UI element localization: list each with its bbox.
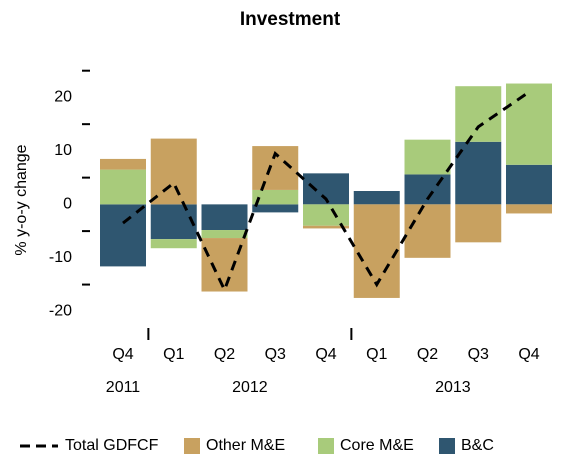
bar bbox=[404, 139, 451, 175]
line bbox=[122, 90, 530, 294]
x-tick-label: Q2 bbox=[417, 346, 438, 363]
x-tick-label: Q4 bbox=[315, 346, 336, 363]
y-axis-label: % y-o-y change bbox=[13, 144, 30, 255]
bar bbox=[506, 164, 552, 205]
bar bbox=[455, 204, 502, 243]
legend-swatch bbox=[184, 438, 200, 454]
bar bbox=[100, 158, 146, 170]
bar bbox=[252, 204, 299, 213]
x-tick-label: Q2 bbox=[214, 346, 235, 363]
bar bbox=[100, 204, 146, 267]
x-group-label: 2011 bbox=[106, 379, 141, 396]
bar bbox=[303, 204, 349, 226]
bar bbox=[455, 141, 502, 205]
chart-title: Investment bbox=[240, 9, 341, 30]
bar bbox=[150, 239, 197, 249]
bar bbox=[506, 204, 552, 214]
bar bbox=[404, 204, 451, 258]
bar bbox=[201, 230, 248, 239]
x-tick-label: Q3 bbox=[468, 346, 489, 363]
bar bbox=[303, 225, 349, 229]
x-tick-label: Q3 bbox=[265, 346, 286, 363]
y-tick-label: 10 bbox=[54, 142, 72, 159]
bar bbox=[100, 169, 146, 205]
x-tick-label: Q4 bbox=[112, 346, 133, 363]
bar bbox=[252, 189, 299, 205]
y-tick-label: 0 bbox=[63, 196, 72, 213]
x-group-label: 2012 bbox=[232, 379, 268, 396]
bar bbox=[353, 191, 400, 205]
legend-swatch bbox=[318, 438, 334, 454]
x-tick-label: Q1 bbox=[366, 346, 387, 363]
x-tick-label: Q4 bbox=[518, 346, 539, 363]
bar bbox=[150, 204, 197, 240]
bar bbox=[201, 204, 248, 231]
bar bbox=[506, 83, 552, 165]
y-tick-label: -10 bbox=[49, 249, 72, 266]
legend-label: B&C bbox=[461, 437, 494, 454]
x-tick-label: Q1 bbox=[163, 346, 184, 363]
legend-label: Total GDFCF bbox=[65, 437, 159, 454]
y-tick-label: 20 bbox=[54, 89, 72, 106]
bar bbox=[404, 174, 451, 205]
legend-swatch bbox=[439, 438, 455, 454]
legend-label: Other M&E bbox=[206, 437, 285, 454]
x-group-label: 2013 bbox=[435, 379, 471, 396]
bar bbox=[150, 138, 197, 205]
legend-label: Core M&E bbox=[340, 437, 414, 454]
bar bbox=[455, 86, 502, 142]
y-tick-label: -20 bbox=[49, 303, 72, 320]
